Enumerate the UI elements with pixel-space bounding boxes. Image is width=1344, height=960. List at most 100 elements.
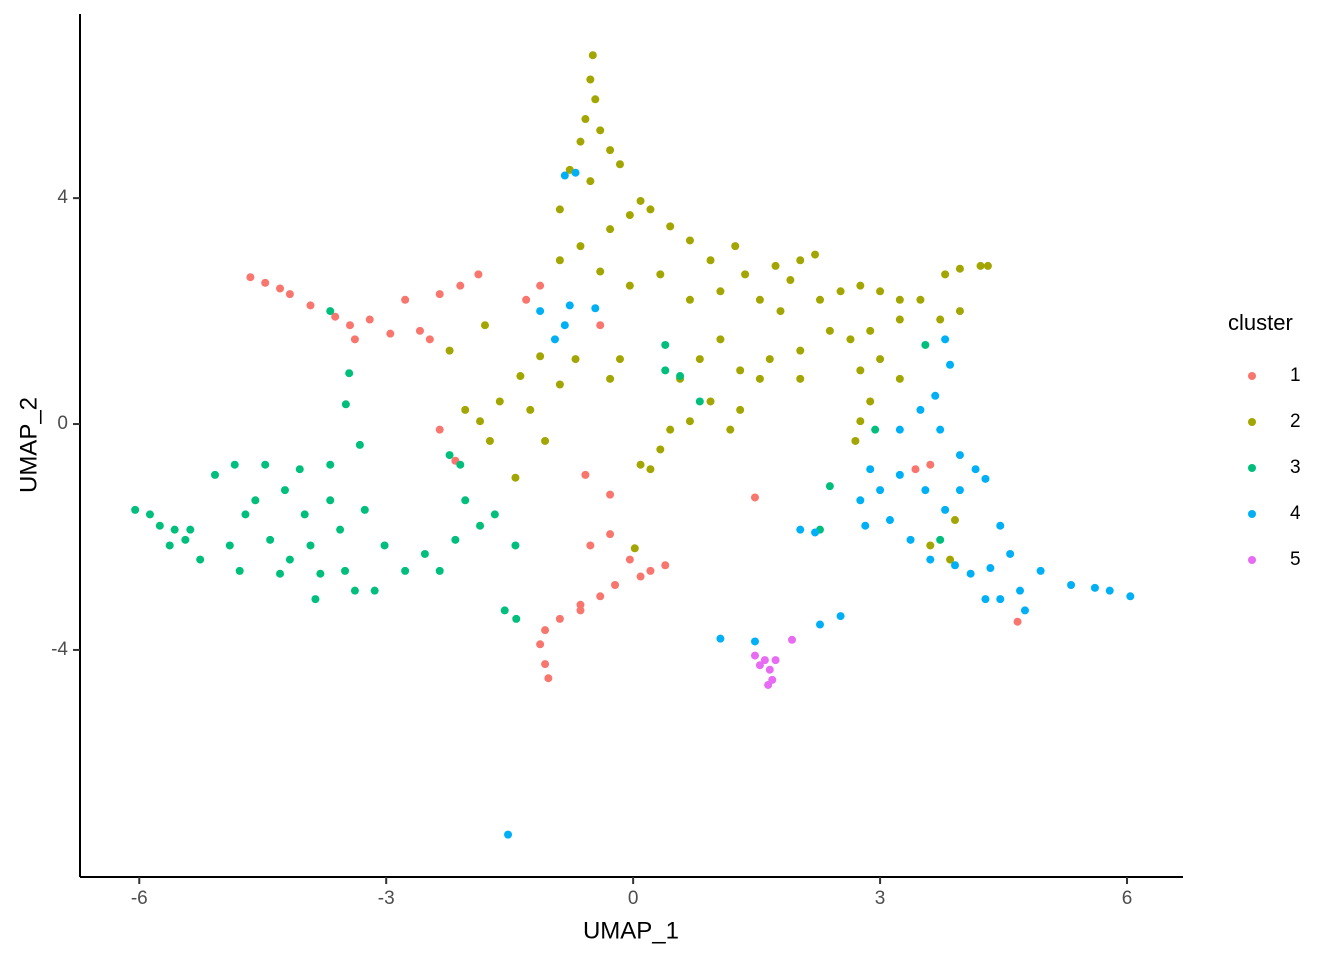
- point: [966, 569, 975, 578]
- point: [261, 278, 270, 287]
- point: [155, 521, 164, 530]
- point: [415, 326, 424, 335]
- point: [386, 329, 395, 338]
- point: [326, 460, 335, 469]
- point: [796, 346, 805, 355]
- x-tick-label: 0: [628, 888, 639, 909]
- point: [560, 321, 569, 330]
- point: [716, 634, 725, 643]
- point: [856, 496, 865, 505]
- point: [350, 586, 359, 595]
- point: [365, 315, 374, 324]
- point: [861, 521, 870, 530]
- point: [456, 281, 465, 290]
- point: [788, 635, 797, 644]
- point: [500, 606, 509, 615]
- point: [871, 425, 880, 434]
- point: [836, 612, 845, 621]
- point: [685, 236, 694, 245]
- point: [536, 281, 545, 290]
- point: [606, 490, 615, 499]
- point: [526, 405, 535, 414]
- point: [695, 355, 704, 364]
- point: [326, 496, 335, 505]
- point: [345, 321, 354, 330]
- x-tick-label: 6: [1122, 888, 1133, 909]
- point: [996, 521, 1005, 530]
- point: [731, 242, 740, 251]
- point: [955, 486, 964, 495]
- point: [606, 146, 615, 155]
- point: [401, 295, 410, 304]
- legend-swatch: [1248, 556, 1256, 564]
- point: [536, 640, 545, 649]
- legend-label: 1: [1290, 365, 1301, 386]
- point: [246, 273, 255, 282]
- point: [512, 614, 521, 623]
- point: [955, 264, 964, 273]
- point: [480, 321, 489, 330]
- point: [656, 445, 665, 454]
- point: [611, 581, 620, 590]
- legend-title: cluster: [1228, 310, 1293, 335]
- point: [571, 355, 580, 364]
- point: [235, 566, 244, 575]
- point: [815, 295, 824, 304]
- point: [1006, 549, 1015, 558]
- point: [550, 335, 559, 344]
- point: [950, 561, 959, 570]
- point: [750, 637, 759, 646]
- point: [596, 592, 605, 601]
- point: [811, 250, 820, 259]
- point: [341, 566, 350, 575]
- point: [401, 566, 410, 575]
- point: [596, 267, 605, 276]
- point: [916, 405, 925, 414]
- point: [581, 115, 590, 124]
- point: [555, 205, 564, 214]
- point: [716, 287, 725, 296]
- point: [768, 675, 777, 684]
- point: [866, 326, 875, 335]
- point: [326, 307, 335, 316]
- legend-swatch: [1248, 464, 1256, 472]
- point: [445, 346, 454, 355]
- point: [916, 295, 925, 304]
- point: [760, 656, 769, 665]
- point: [755, 295, 764, 304]
- point: [895, 374, 904, 383]
- point: [606, 374, 615, 383]
- point: [615, 355, 624, 364]
- point: [445, 451, 454, 460]
- point: [300, 510, 309, 519]
- point: [846, 335, 855, 344]
- point: [511, 541, 520, 550]
- point: [921, 340, 930, 349]
- point: [815, 620, 824, 629]
- legend-swatch: [1248, 372, 1256, 380]
- point: [544, 674, 553, 683]
- point: [986, 564, 995, 573]
- point: [461, 496, 470, 505]
- point: [576, 242, 585, 251]
- point: [955, 307, 964, 316]
- point: [706, 397, 715, 406]
- point: [591, 95, 600, 104]
- point: [295, 465, 304, 474]
- point: [695, 397, 704, 406]
- point: [646, 566, 655, 575]
- point: [625, 555, 634, 564]
- point: [285, 290, 294, 299]
- point: [825, 482, 834, 491]
- point: [771, 656, 780, 665]
- point: [895, 425, 904, 434]
- point: [796, 256, 805, 265]
- point: [210, 470, 219, 479]
- point: [504, 830, 513, 839]
- point: [311, 595, 320, 604]
- point: [856, 417, 865, 426]
- point: [676, 372, 685, 381]
- point: [456, 460, 465, 469]
- point: [420, 549, 429, 558]
